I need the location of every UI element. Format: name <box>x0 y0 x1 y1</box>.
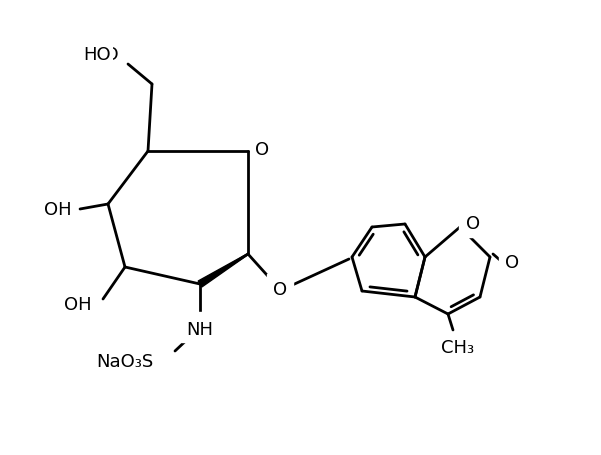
Text: OH: OH <box>64 295 92 313</box>
Text: NH: NH <box>186 318 213 336</box>
Text: OH: OH <box>44 201 72 218</box>
Text: O: O <box>505 253 519 271</box>
Text: HO: HO <box>83 46 111 64</box>
Text: O: O <box>505 253 519 271</box>
Text: O: O <box>273 280 287 298</box>
Text: O: O <box>255 141 269 159</box>
Text: O: O <box>465 213 479 232</box>
Text: OH: OH <box>64 295 92 313</box>
Text: CH₃: CH₃ <box>442 338 475 356</box>
Text: HO: HO <box>91 46 119 64</box>
Text: OH: OH <box>44 201 72 218</box>
Text: NaO₃S: NaO₃S <box>96 352 154 370</box>
Text: O: O <box>466 214 480 233</box>
Text: CH₃: CH₃ <box>442 338 475 356</box>
Text: NH: NH <box>186 320 213 338</box>
Text: NaO₃S: NaO₃S <box>99 352 156 370</box>
Text: O: O <box>273 280 287 298</box>
Polygon shape <box>198 254 248 288</box>
